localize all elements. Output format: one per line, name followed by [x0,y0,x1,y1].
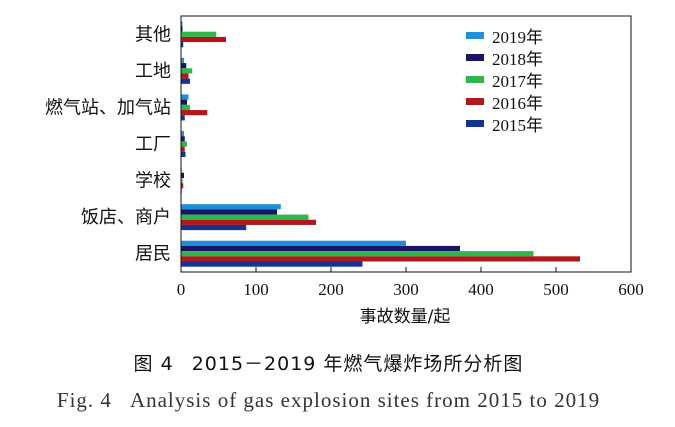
legend-label: 2019年 [492,28,543,47]
figure-number-zh: 图 4 [133,353,174,375]
bar-3-1 [181,136,185,142]
bar-5-2 [181,214,309,220]
bar-2-3 [181,110,208,116]
figure-title-zh: 2015－2019 年燃气爆炸场所分析图 [191,353,524,375]
bar-1-1 [181,63,187,69]
bar-3-3 [181,146,185,152]
figure-title-en: Analysis of gas explosion sites from 201… [129,388,601,412]
bar-2-4 [181,115,185,121]
figure-number-en: Fig. 4 [56,388,112,412]
legend-swatch [466,76,484,83]
bar-1-3 [181,73,189,79]
bar-0-3 [181,36,226,43]
legend-swatch [466,54,484,61]
bar-6-2 [181,251,534,257]
x-tick-label: 0 [177,280,186,299]
category-label: 燃气站、加气站 [45,97,171,118]
bar-6-0 [181,240,406,246]
category-label: 其他 [135,24,171,45]
bar-0-2 [181,31,217,37]
bar-1-2 [181,68,193,74]
bar-2-0 [181,94,189,100]
bar-3-2 [181,141,187,147]
x-axis-title: 事故数量/起 [360,307,451,327]
bar-4-3 [181,183,184,189]
legend-label: 2016年 [492,94,543,113]
category-label: 学校 [135,171,171,192]
bar-4-1 [181,172,184,178]
category-label: 工地 [135,61,171,82]
bar-6-1 [181,245,460,252]
category-label: 饭店、商户 [81,207,171,228]
bar-5-3 [181,219,316,225]
legend-label: 2015年 [492,116,543,135]
legend-label: 2017年 [492,72,543,91]
bar-1-4 [181,78,190,84]
bar-2-2 [181,104,190,111]
legend-swatch [466,98,484,105]
x-tick-label: 500 [543,280,569,299]
bar-2-1 [181,99,187,105]
plot-frame [180,15,632,273]
legend-label: 2018年 [492,50,543,69]
bar-6-4 [181,261,363,267]
bar-4-2 [181,177,183,184]
figure-caption-en: Fig. 4 Analysis of gas explosion sites fr… [0,388,675,413]
bar-6-3 [181,256,580,262]
x-tick-label: 300 [393,280,419,299]
x-tick-label: 200 [318,280,344,299]
bar-1-0 [181,57,184,64]
bar-0-1 [181,26,183,32]
axes [180,15,632,273]
x-tick-label: 100 [243,280,269,299]
legend-swatch [466,32,484,39]
legend-swatch [466,120,484,127]
legend: 2019年 2018年 2017年 2016年 2015年 [466,28,543,135]
bar-5-0 [181,204,281,210]
category-label: 居民 [135,244,171,265]
bar-0-0 [181,21,183,27]
figure-caption-zh: 图 4 2015－2019 年燃气爆炸场所分析图 [0,349,675,376]
bar-0-4 [181,42,184,48]
bar-5-1 [181,209,277,215]
bars-group [181,21,580,267]
bar-3-0 [181,131,184,137]
bar-5-4 [181,224,247,231]
x-tick-label: 400 [468,280,494,299]
x-tick-label: 600 [618,280,644,299]
bar-3-4 [181,151,186,157]
category-label: 工厂 [135,134,171,155]
